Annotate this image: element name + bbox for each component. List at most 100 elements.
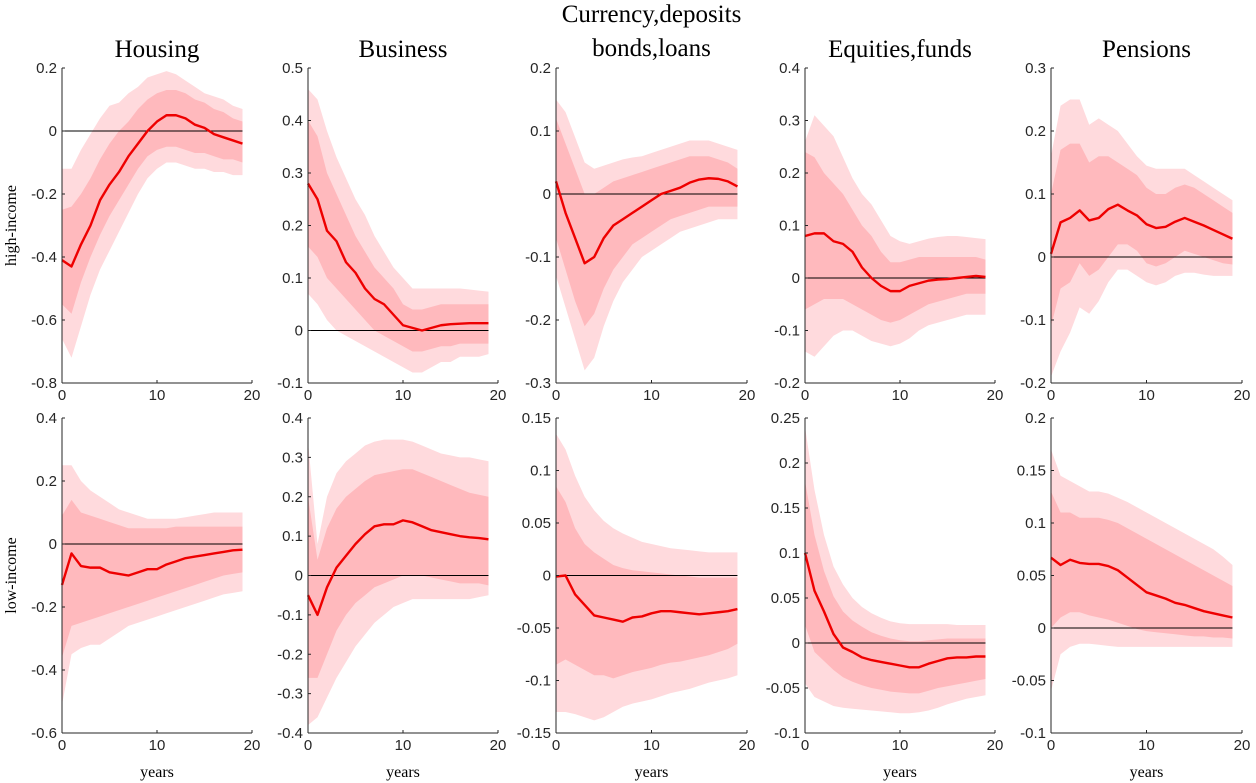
- y-tick-label: 0.2: [1025, 123, 1046, 140]
- x-axis-label: years: [386, 764, 420, 781]
- y-tick-label: -0.05: [517, 620, 551, 637]
- y-tick-label: -0.1: [1020, 312, 1046, 329]
- y-tick-label: -0.4: [31, 662, 57, 679]
- panel-high-income-housing: -0.8 -0.6 -0.4 -0.2 0 0.2 0 10 20: [31, 60, 260, 404]
- y-tick-label: -0.6: [31, 725, 57, 742]
- inner-confidence-band: [805, 481, 986, 694]
- y-tick-label: -0.1: [277, 607, 303, 624]
- y-tick-label: 0.15: [522, 410, 551, 427]
- y-tick-label: -0.05: [1012, 673, 1046, 690]
- y-tick-label: 0: [49, 123, 57, 140]
- median-response-line: [554, 177, 739, 265]
- x-tick-label: 10: [643, 737, 660, 754]
- median-response-line: [804, 232, 986, 293]
- y-tick-label: 0.4: [36, 410, 57, 427]
- inner-confidence-band: [308, 120, 489, 352]
- median-response-line: [1050, 556, 1233, 619]
- x-tick-label: 0: [1047, 737, 1055, 754]
- y-tick-label: -0.1: [774, 725, 800, 742]
- y-tick-label: 0.05: [771, 590, 800, 607]
- y-tick-label: 0.3: [282, 449, 303, 466]
- y-tick-label: 0.2: [779, 455, 800, 472]
- panel-high-income-pensions: -0.2 -0.1 0 0.1 0.2 0.3 0 10 20: [1020, 60, 1250, 404]
- y-tick-label: -0.1: [525, 673, 551, 690]
- y-tick-label: 0.2: [1025, 410, 1046, 427]
- y-tick-label: 0.4: [779, 60, 800, 77]
- x-tick-label: 10: [1138, 737, 1155, 754]
- median-response-line: [306, 182, 489, 332]
- row-labels: high-income low-income: [3, 185, 20, 614]
- x-tick-label: 20: [1234, 737, 1251, 754]
- inner-confidence-band: [556, 486, 738, 679]
- y-tick-label: -0.2: [774, 375, 800, 392]
- y-tick-label: 0.4: [282, 410, 303, 427]
- y-tick-label: 0.1: [282, 270, 303, 287]
- y-tick-label: 0.2: [36, 60, 57, 77]
- x-tick-label: 0: [58, 737, 66, 754]
- column-title-business: Business: [359, 36, 448, 63]
- x-axis-label: years: [883, 764, 917, 781]
- median-response-line: [555, 574, 738, 623]
- x-tick-label: 10: [892, 387, 909, 404]
- y-tick-label: 0.1: [530, 123, 551, 140]
- median-response-line: [1049, 203, 1233, 255]
- x-tick-label: 20: [987, 387, 1004, 404]
- y-tick-label: -0.1: [277, 375, 303, 392]
- y-tick-label: 0: [295, 323, 303, 340]
- row-label-high-income: high-income: [3, 185, 20, 266]
- y-tick-label: 0.1: [779, 218, 800, 235]
- x-tick-label: 20: [490, 737, 507, 754]
- y-tick-label: 0.2: [530, 60, 551, 77]
- x-tick-label: 10: [395, 737, 412, 754]
- x-tick-label: 0: [552, 387, 560, 404]
- panel-low-income-pensions: -0.1 -0.05 0 0.05 0.1 0.15 0.2 0 10 20 years: [1012, 410, 1251, 781]
- panels: -0.8-0.6-0.4-0.200.20 10 20-0.100.10.20.30…: [31, 60, 1250, 781]
- y-tick-label: -0.2: [31, 599, 57, 616]
- y-tick-label: -0.6: [31, 312, 57, 329]
- x-axis-label: years: [1130, 764, 1164, 781]
- y-tick-label: 0.1: [1025, 515, 1046, 532]
- panel-low-income-business: -0.4 -0.3 -0.2 -0.1 0 0.1 0.2 0.3 0.4 0 10 20 years: [277, 410, 506, 781]
- y-tick-label: 0.3: [1025, 60, 1046, 77]
- x-tick-label: 10: [149, 387, 166, 404]
- y-tick-label: 0.1: [779, 545, 800, 562]
- y-tick-label: 0.5: [282, 60, 303, 77]
- x-tick-label: 20: [987, 737, 1004, 754]
- x-tick-label: 0: [801, 737, 809, 754]
- inner-confidence-band: [556, 118, 738, 327]
- y-tick-label: 0.05: [522, 515, 551, 532]
- y-tick-label: -0.1: [774, 323, 800, 340]
- y-tick-label: 0.1: [1025, 186, 1046, 203]
- y-tick-label: -0.15: [517, 725, 551, 742]
- x-tick-label: 10: [892, 737, 909, 754]
- inner-confidence-band: [62, 499, 243, 658]
- x-axis-label: years: [635, 764, 669, 781]
- y-tick-label: 0: [49, 536, 57, 553]
- median-response-line: [306, 519, 489, 617]
- panel-high-income-business: -0.100.10.20.30.40.50 10 20: [277, 60, 506, 404]
- y-tick-label: -0.4: [31, 249, 57, 266]
- panel-high-income-currency-deposits-bonds-loans: -0.3 -0.2 -0.1 0 0.1 0.2 0 10 20: [525, 60, 755, 404]
- panel-low-income-housing: -0.6 -0.4 -0.2 0 0.2 0.4 0 10 20 years: [31, 410, 260, 781]
- x-tick-label: 20: [739, 737, 756, 754]
- x-tick-label: 10: [1138, 387, 1155, 404]
- column-title-equities-funds: Equities,funds: [828, 36, 972, 63]
- y-tick-label: 0.2: [282, 218, 303, 235]
- inner-confidence-band: [1051, 491, 1233, 639]
- y-tick-label: 0.2: [36, 473, 57, 490]
- y-tick-label: 0: [543, 186, 551, 203]
- inner-confidence-band: [308, 469, 489, 678]
- y-tick-label: 0: [792, 635, 800, 652]
- y-tick-label: 0: [295, 568, 303, 585]
- y-tick-label: -0.2: [525, 312, 551, 329]
- median-response-line: [61, 114, 243, 268]
- y-tick-label: -0.2: [277, 646, 303, 663]
- column-title-currency-deposits-bonds-loans: Currency,deposits bonds,loans: [562, 1, 742, 62]
- inner-confidence-band: [62, 90, 243, 314]
- y-tick-label: -0.3: [277, 686, 303, 703]
- column-title-line-2: bonds,loans: [592, 35, 711, 62]
- y-tick-label: -0.2: [1020, 375, 1046, 392]
- inner-confidence-band: [1051, 143, 1233, 327]
- y-tick-label: 0.1: [282, 528, 303, 545]
